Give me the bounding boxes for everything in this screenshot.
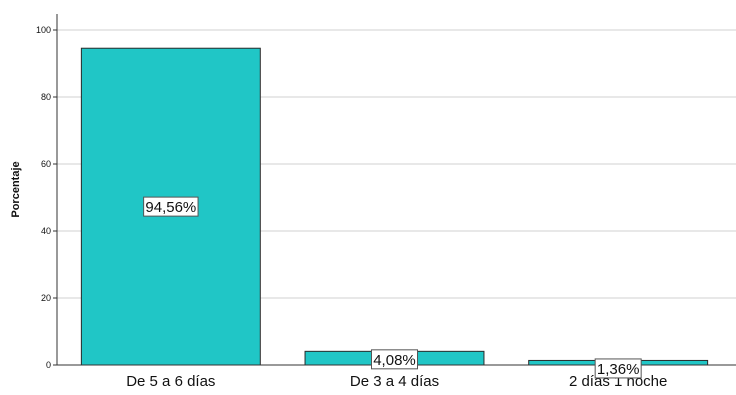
y-tick-label: 0 [46, 360, 51, 370]
y-tick-label: 60 [41, 159, 51, 169]
x-category-label: De 3 a 4 días [350, 373, 439, 390]
x-axis-labels: De 5 a 6 días De 3 a 4 días 2 días 1 noche [126, 373, 667, 390]
data-labels: 94,56% 4,08% 1,36% [143, 196, 642, 379]
x-category-label: De 5 a 6 días [126, 373, 215, 390]
data-label: 94,56% [145, 199, 196, 216]
data-label: 4,08% [373, 352, 416, 369]
y-tick-label: 80 [41, 92, 51, 102]
y-tick-label: 40 [41, 226, 51, 236]
data-label-box [594, 358, 642, 379]
y-tick-label: 20 [41, 293, 51, 303]
x-category-label: 2 días 1 noche [569, 373, 667, 390]
data-label-box [143, 196, 199, 217]
data-label: 1,36% [597, 361, 640, 378]
y-axis-ticks: 0 20 40 60 80 100 [36, 25, 57, 370]
y-tick-label: 100 [36, 25, 51, 35]
data-label-box [371, 349, 418, 370]
y-axis-title: Porcentaje [10, 161, 22, 217]
